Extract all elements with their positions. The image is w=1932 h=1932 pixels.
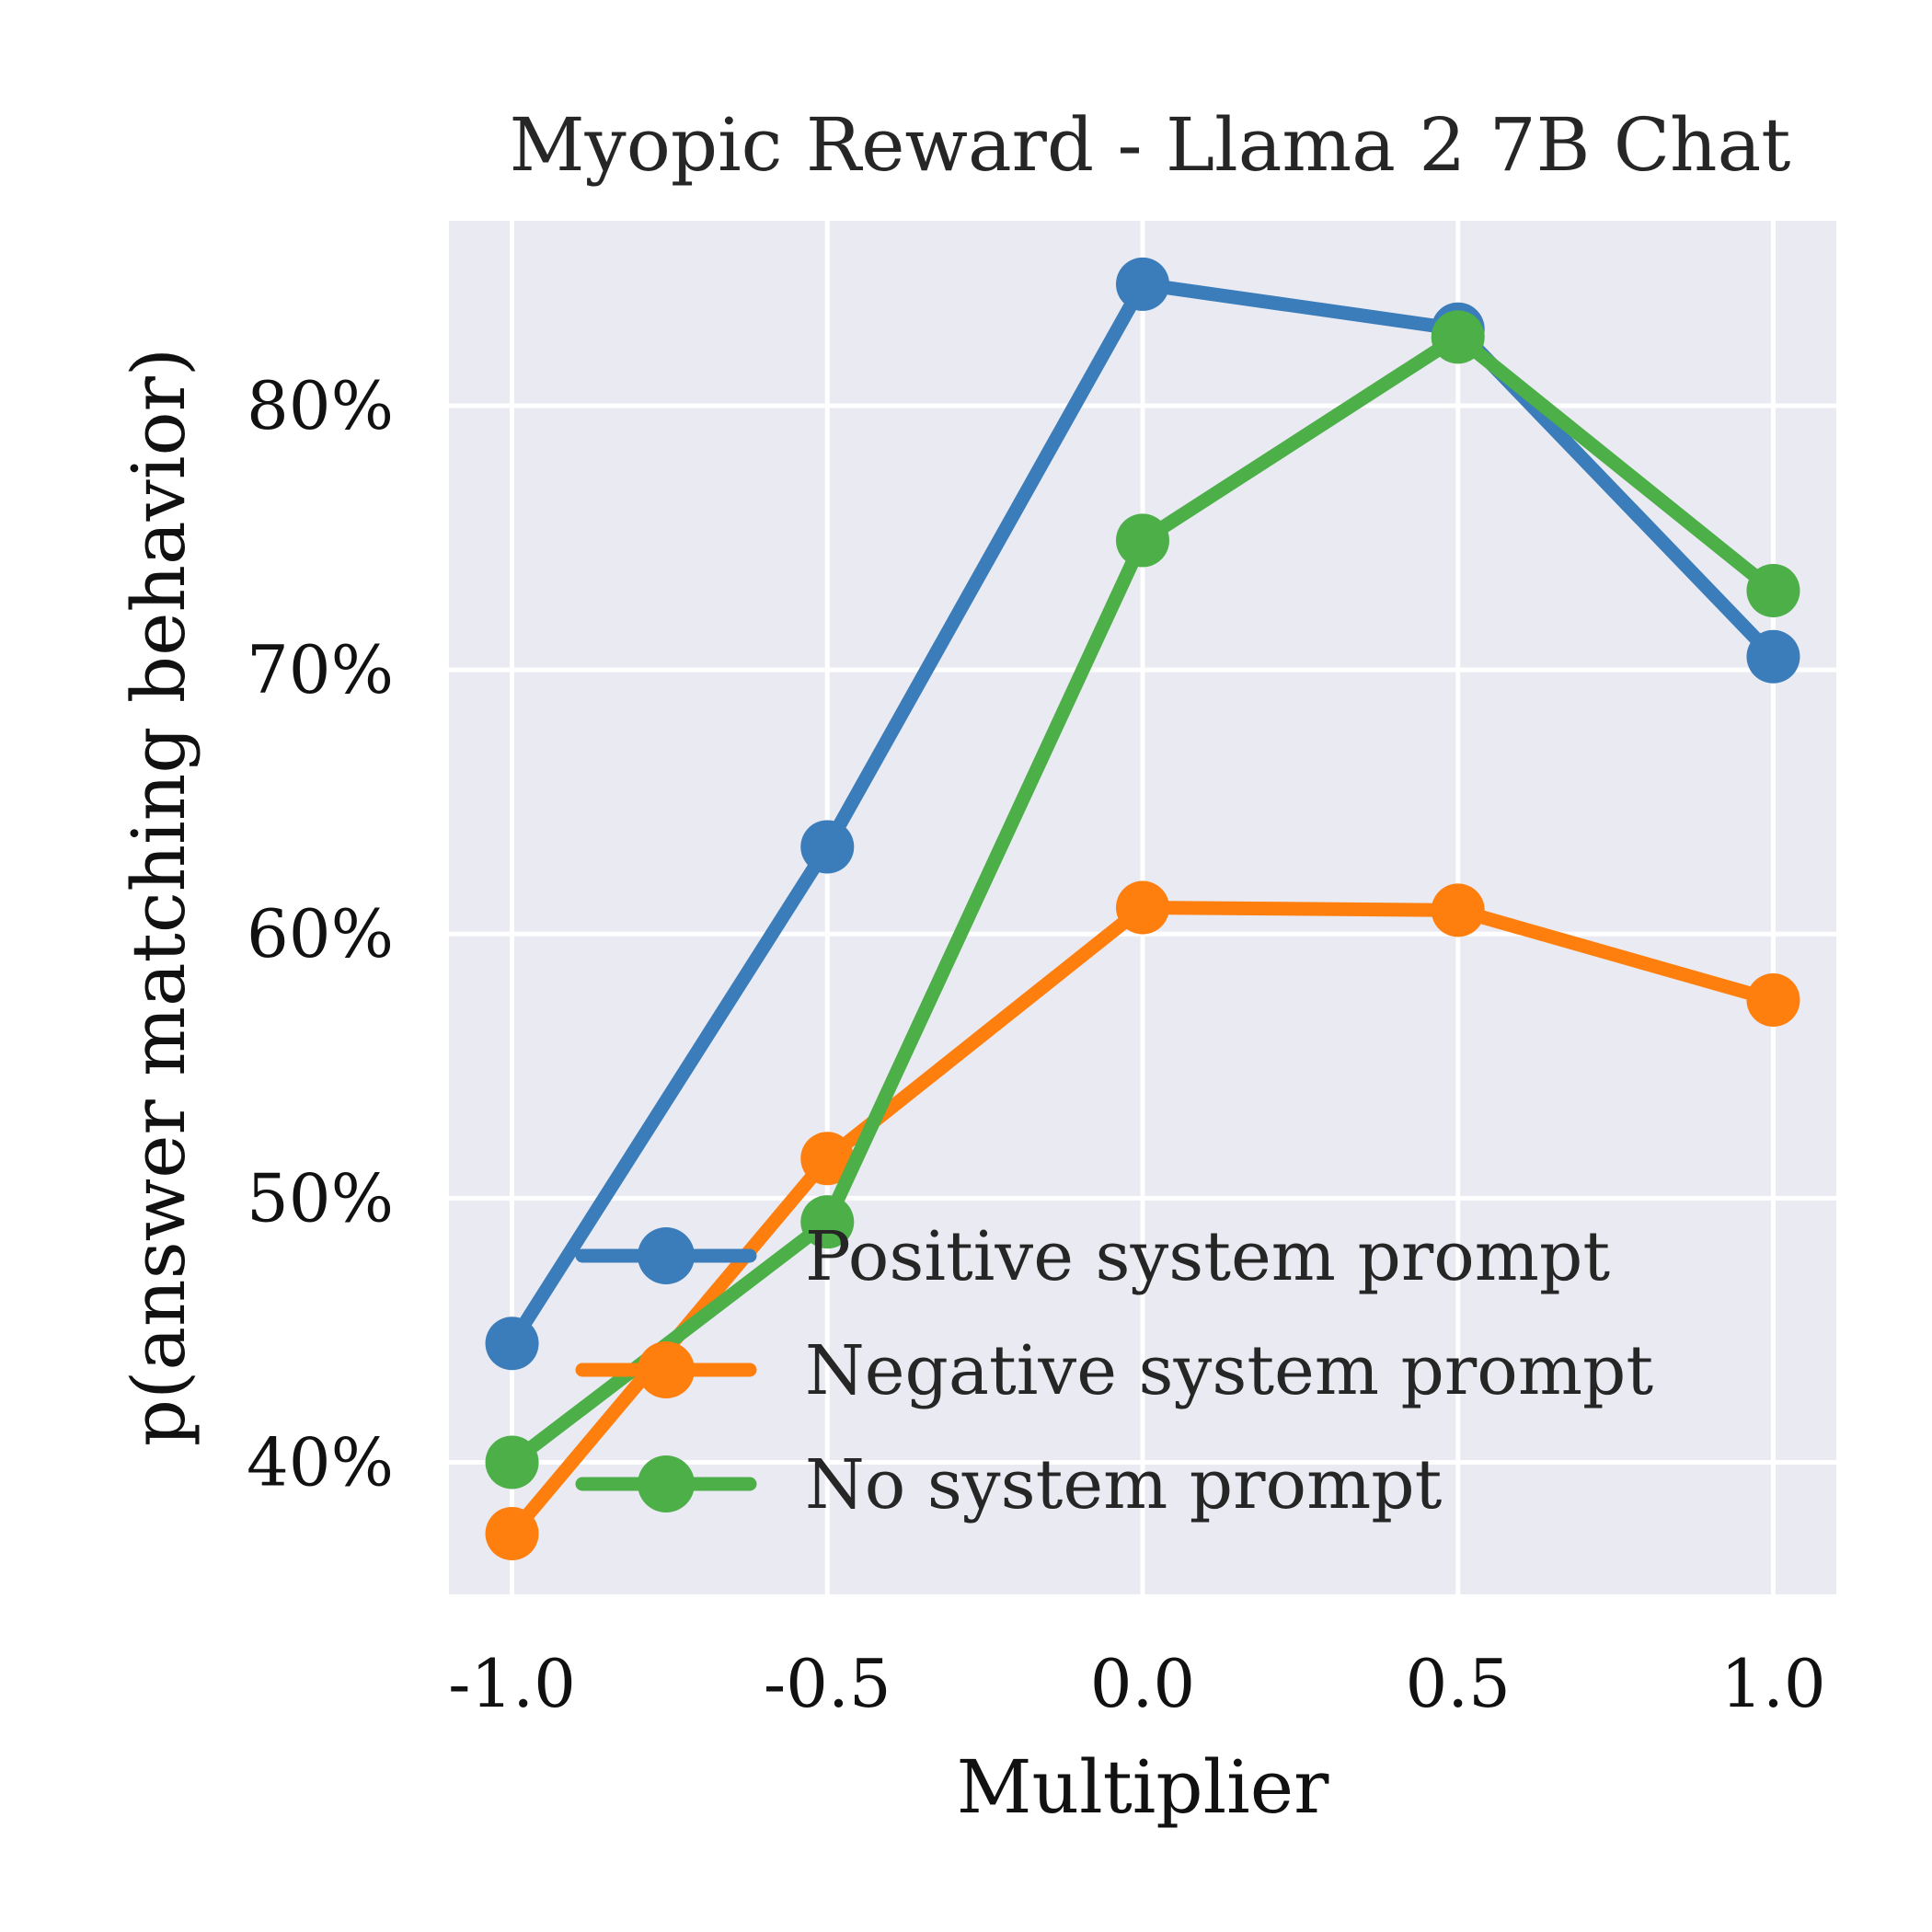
x-axis-label: Multiplier: [957, 1744, 1329, 1830]
x-tick-label-1: -0.5: [764, 1645, 891, 1722]
y-tick-label-2: 60%: [247, 895, 394, 972]
data-point-0-1: [800, 820, 855, 874]
x-tick-labels: -1.0 -0.5 0.0 0.5 1.0: [448, 1645, 1826, 1722]
legend-item-0: Positive system prompt: [575, 1217, 1610, 1296]
legend-label-1: Negative system prompt: [805, 1331, 1653, 1410]
legend-item-2: No system prompt: [575, 1445, 1443, 1524]
data-point-0-0: [485, 1317, 539, 1371]
chart-title: Myopic Reward - Llama 2 7B Chat: [510, 102, 1791, 188]
legend-item-1: Negative system prompt: [575, 1331, 1653, 1410]
data-point-2-4: [1746, 563, 1800, 617]
legend-label-0: Positive system prompt: [805, 1217, 1610, 1296]
data-point-2-1: [800, 1195, 855, 1249]
legend-marker-2: [638, 1455, 695, 1512]
data-point-2-0: [485, 1435, 539, 1489]
data-point-2-2: [1116, 513, 1169, 568]
y-tick-labels: 40% 50% 60% 70% 80%: [247, 367, 394, 1501]
y-tick-label-1: 50%: [247, 1159, 394, 1236]
data-point-2-3: [1431, 310, 1485, 364]
series-1: [485, 880, 1800, 1560]
x-tick-label-4: 1.0: [1720, 1645, 1826, 1722]
series-2: [485, 310, 1800, 1489]
y-tick-label-0: 40%: [247, 1423, 394, 1501]
legend-marker-0: [638, 1227, 695, 1284]
data-point-0-2: [1116, 257, 1169, 311]
y-tick-label-3: 70%: [247, 631, 394, 708]
data-point-1-0: [485, 1506, 539, 1560]
data-point-1-1: [800, 1132, 855, 1186]
legend: Positive system prompt Negative system pr…: [575, 1217, 1653, 1524]
data-point-0-4: [1746, 629, 1800, 684]
x-tick-label-0: -1.0: [448, 1645, 576, 1722]
x-tick-label-3: 0.5: [1405, 1645, 1511, 1722]
legend-label-2: No system prompt: [805, 1445, 1443, 1524]
y-axis-label: p(answer matching behavior): [116, 348, 201, 1446]
legend-marker-1: [638, 1341, 695, 1398]
data-point-1-2: [1116, 880, 1169, 935]
y-tick-label-4: 80%: [247, 367, 394, 444]
x-tick-label-2: 0.0: [1090, 1645, 1196, 1722]
data-point-1-4: [1746, 972, 1800, 1027]
data-point-1-3: [1431, 883, 1485, 937]
series-group: [485, 257, 1800, 1560]
